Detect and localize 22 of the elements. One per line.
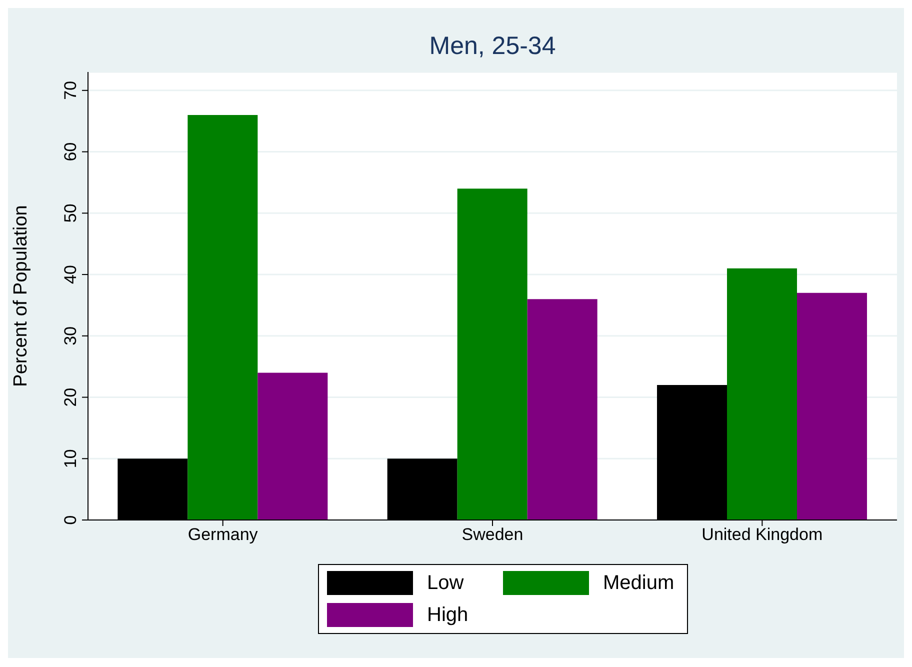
bar xyxy=(457,188,528,520)
chart-title: Men, 25-34 xyxy=(428,32,557,61)
y-tick-label: 20 xyxy=(61,388,80,407)
legend-label: Low xyxy=(427,572,464,594)
y-tick-label: 70 xyxy=(61,80,80,100)
legend-label: Medium xyxy=(603,572,674,594)
y-tick-label: 50 xyxy=(61,204,80,223)
legend-label: High xyxy=(427,604,468,626)
y-axis-title: Percent of Population xyxy=(10,205,32,387)
bar xyxy=(796,292,867,520)
x-tick-label: Germany xyxy=(188,525,258,544)
y-tick-label: 0 xyxy=(61,515,80,525)
bar xyxy=(726,268,797,520)
y-tick-label: 60 xyxy=(61,142,80,162)
x-tick-label: Sweden xyxy=(462,525,524,544)
bar xyxy=(527,299,598,520)
y-tick-label: 30 xyxy=(61,326,80,346)
bar xyxy=(258,372,328,520)
y-tick-label: 40 xyxy=(61,265,80,284)
y-tick-label: 10 xyxy=(61,449,80,468)
x-tick-label: United Kingdom xyxy=(702,525,823,544)
bar xyxy=(188,114,258,520)
